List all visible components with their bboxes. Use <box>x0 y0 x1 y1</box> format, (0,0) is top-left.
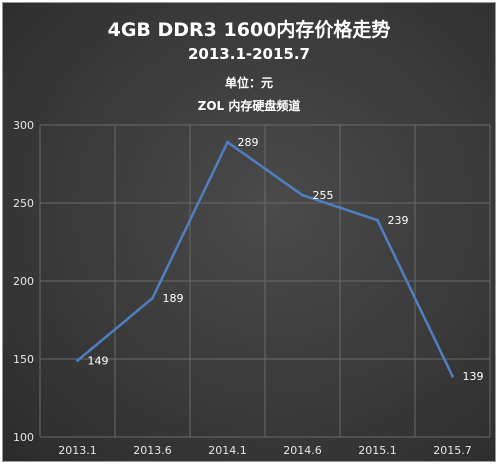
data-label: 149 <box>88 355 109 368</box>
data-point <box>376 218 379 222</box>
chart-frame: 4GB DDR3 1600内存价格走势 2013.1-2015.7 单位：元 Z… <box>2 2 496 462</box>
series-line <box>76 140 454 377</box>
data-point <box>76 359 79 363</box>
data-label: 189 <box>163 292 184 305</box>
y-tick-label: 150 <box>13 353 34 366</box>
x-tick-label: 2015.7 <box>433 444 472 457</box>
x-tick-label: 2014.1 <box>208 444 247 457</box>
data-point <box>301 193 304 197</box>
x-tick-label: 2013.1 <box>58 444 97 457</box>
data-point <box>451 374 454 378</box>
chart-subtitle: 2013.1-2015.7 <box>188 45 310 63</box>
x-tick-label: 2013.6 <box>133 444 172 457</box>
unit-label: 单位：元 <box>224 76 273 90</box>
data-label: 139 <box>463 370 484 383</box>
data-point <box>151 296 154 300</box>
data-point <box>226 140 229 144</box>
y-tick-label: 250 <box>13 197 34 210</box>
chart-title: 4GB DDR3 1600内存价格走势 <box>107 19 391 41</box>
y-tick-label: 100 <box>13 431 34 444</box>
y-tick-label: 200 <box>13 275 34 288</box>
data-label: 289 <box>238 136 259 149</box>
y-tick-label: 300 <box>13 119 34 132</box>
data-label: 239 <box>388 214 409 227</box>
data-label: 255 <box>313 189 334 202</box>
x-tick-label: 2015.1 <box>358 444 397 457</box>
source-label: ZOL 内存硬盘频道 <box>197 99 301 113</box>
x-tick-label: 2014.6 <box>283 444 322 457</box>
